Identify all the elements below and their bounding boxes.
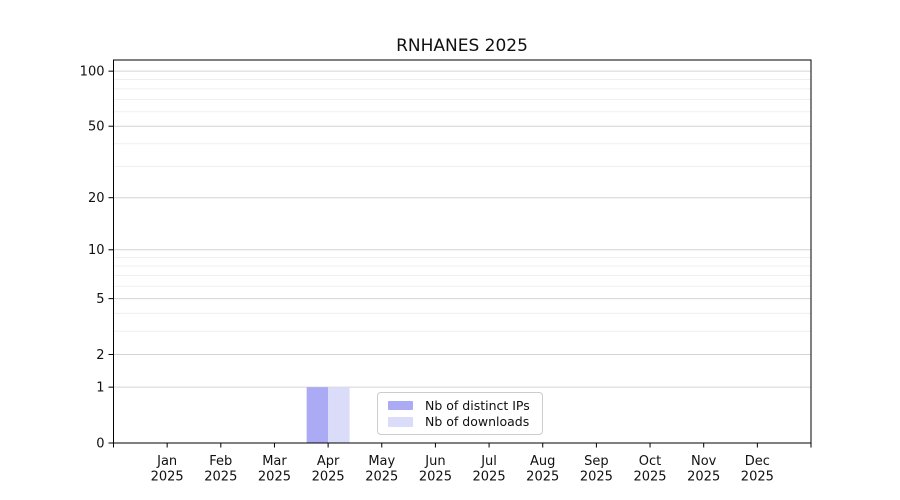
x-tick-label-month: Mar bbox=[262, 454, 287, 469]
y-tick-label: 0 bbox=[96, 436, 104, 451]
legend-item: Nb of distinct IPs bbox=[388, 398, 536, 413]
x-tick-label-month: Feb bbox=[209, 454, 232, 469]
x-tick-label-month: Nov bbox=[691, 454, 717, 469]
chart-title: RNHANES 2025 bbox=[396, 36, 528, 56]
x-tick-label-year: 2025 bbox=[365, 470, 398, 485]
plot-border bbox=[113, 59, 812, 444]
x-tick-label-month: May bbox=[368, 454, 395, 469]
legend-swatch-nb-of-distinct-ips bbox=[388, 400, 413, 410]
x-tick-label-year: 2025 bbox=[687, 470, 720, 485]
legend-swatch-nb-of-downloads bbox=[388, 417, 413, 427]
x-tick-label-year: 2025 bbox=[741, 470, 774, 485]
y-tick-label: 5 bbox=[96, 292, 104, 307]
x-tick-label-year: 2025 bbox=[419, 470, 452, 485]
legend-item: Nb of downloads bbox=[388, 414, 536, 429]
bar-nb-of-downloads-apr bbox=[328, 387, 350, 443]
x-tick-label-year: 2025 bbox=[580, 470, 613, 485]
y-tick-label: 100 bbox=[80, 64, 105, 79]
x-tick-label-year: 2025 bbox=[473, 470, 506, 485]
y-tick-label: 10 bbox=[88, 243, 105, 258]
x-tick-label-year: 2025 bbox=[312, 470, 345, 485]
x-tick-label-month: Jul bbox=[480, 454, 497, 469]
x-tick-label-month: Oct bbox=[639, 454, 661, 469]
x-tick-label-year: 2025 bbox=[633, 470, 666, 485]
x-tick-label-month: Apr bbox=[317, 454, 340, 469]
y-tick-label: 2 bbox=[96, 348, 104, 363]
x-tick-label-month: Jan bbox=[156, 454, 177, 469]
x-tick-label-year: 2025 bbox=[204, 470, 237, 485]
x-tick-label-month: Jun bbox=[424, 454, 445, 469]
legend-label: Nb of downloads bbox=[425, 414, 530, 430]
y-tick-label: 50 bbox=[88, 120, 105, 135]
y-tick-label: 20 bbox=[88, 191, 105, 206]
y-tick-label: 1 bbox=[96, 380, 104, 395]
legend: Nb of distinct IPs Nb of downloads bbox=[377, 392, 543, 435]
x-tick-label-month: Aug bbox=[530, 454, 555, 469]
legend-label: Nb of distinct IPs bbox=[425, 397, 530, 413]
x-tick-label-month: Dec bbox=[745, 454, 770, 469]
bar-nb-of-distinct-ips-apr bbox=[306, 387, 329, 443]
x-tick-label-year: 2025 bbox=[151, 470, 184, 485]
x-tick-label-year: 2025 bbox=[258, 470, 291, 485]
x-tick-label-year: 2025 bbox=[526, 470, 559, 485]
x-tick-label-month: Sep bbox=[584, 454, 609, 469]
